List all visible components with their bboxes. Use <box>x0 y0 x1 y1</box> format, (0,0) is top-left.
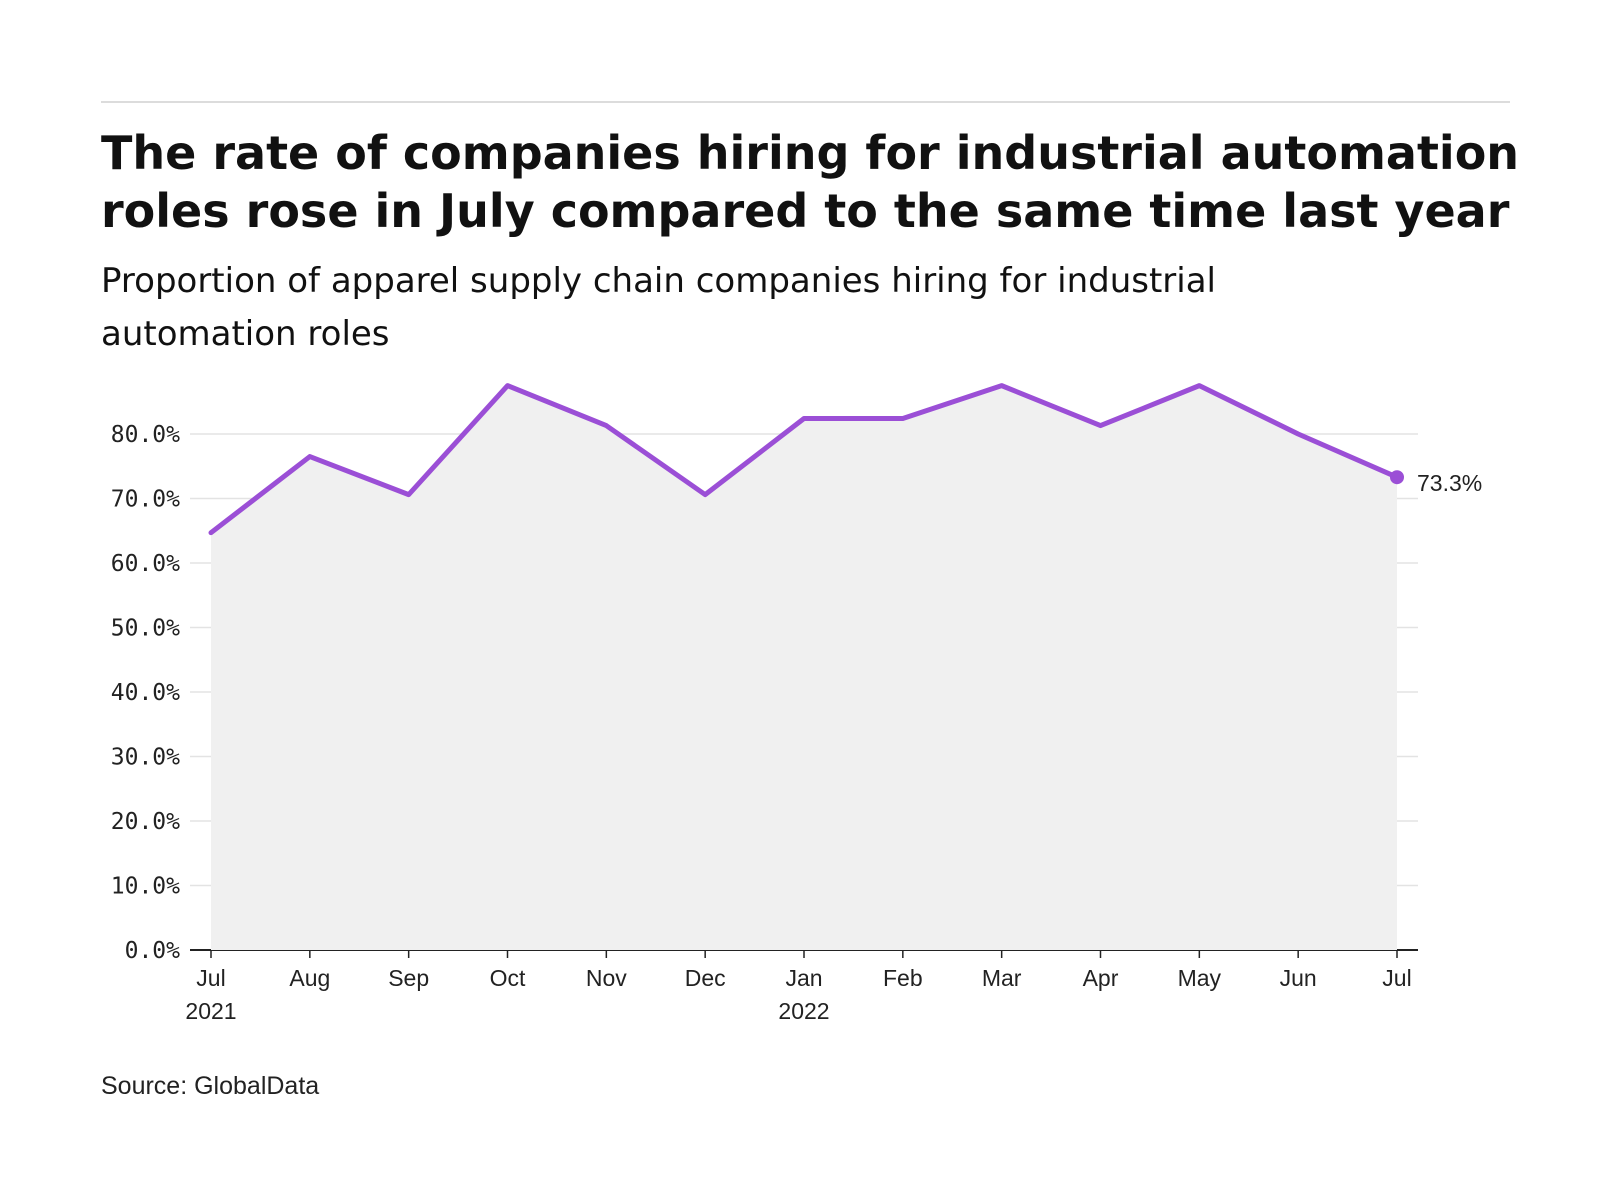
x-axis: Jul 2021 Aug Sep Oct Nov Dec Jan 2022 Feb Mar Apr Ma… <box>185 950 1412 1024</box>
area-layer <box>211 385 1397 950</box>
source-note: Source: GlobalData <box>101 1072 320 1100</box>
end-point-marker <box>1390 470 1404 485</box>
x-tick-label: Mar <box>982 965 1022 991</box>
y-tick-label: 30.0% <box>111 745 180 771</box>
y-tick-label: 10.0% <box>111 874 180 900</box>
x-tick-label: May <box>1178 965 1222 991</box>
y-tick-label: 70.0% <box>111 487 180 513</box>
chart-title: The rate of companies hiring for industr… <box>101 126 1520 238</box>
x-tick-year-label: 2021 <box>185 998 236 1024</box>
x-tick-label: Jul <box>1382 965 1411 991</box>
line-layer <box>208 383 1404 536</box>
x-tick-label: Jun <box>1280 965 1317 991</box>
x-tick-label: Apr <box>1083 965 1119 991</box>
x-tick-label: Sep <box>388 965 429 991</box>
y-tick-label: 40.0% <box>111 680 180 706</box>
y-tick-label: 80.0% <box>111 422 180 448</box>
x-tick-label: Feb <box>883 965 923 991</box>
y-tick-label: 20.0% <box>111 809 180 835</box>
y-axis: 0.0% 10.0% 20.0% 30.0% 40.0% 50.0% 60.0% 70.0% 8… <box>111 422 180 964</box>
x-tick-label: Jul <box>196 965 225 991</box>
label-layer: 73.3% <box>1417 470 1482 496</box>
x-tick-label: Jan <box>785 965 822 991</box>
x-tick-label: Aug <box>289 965 330 991</box>
x-tick-year-label: 2022 <box>778 998 829 1024</box>
area-fill <box>211 385 1397 950</box>
top-rule <box>101 101 1510 103</box>
x-tick-label: Nov <box>586 965 627 991</box>
y-tick-label: 50.0% <box>111 616 180 642</box>
y-tick-label: 0.0% <box>125 938 181 964</box>
y-tick-label: 60.0% <box>111 551 180 577</box>
x-tick-label: Oct <box>490 965 526 991</box>
x-tick-label: Dec <box>685 965 726 991</box>
chart-subtitle: Proportion of apparel supply chain compa… <box>101 261 1216 354</box>
end-value-label: 73.3% <box>1417 470 1482 496</box>
